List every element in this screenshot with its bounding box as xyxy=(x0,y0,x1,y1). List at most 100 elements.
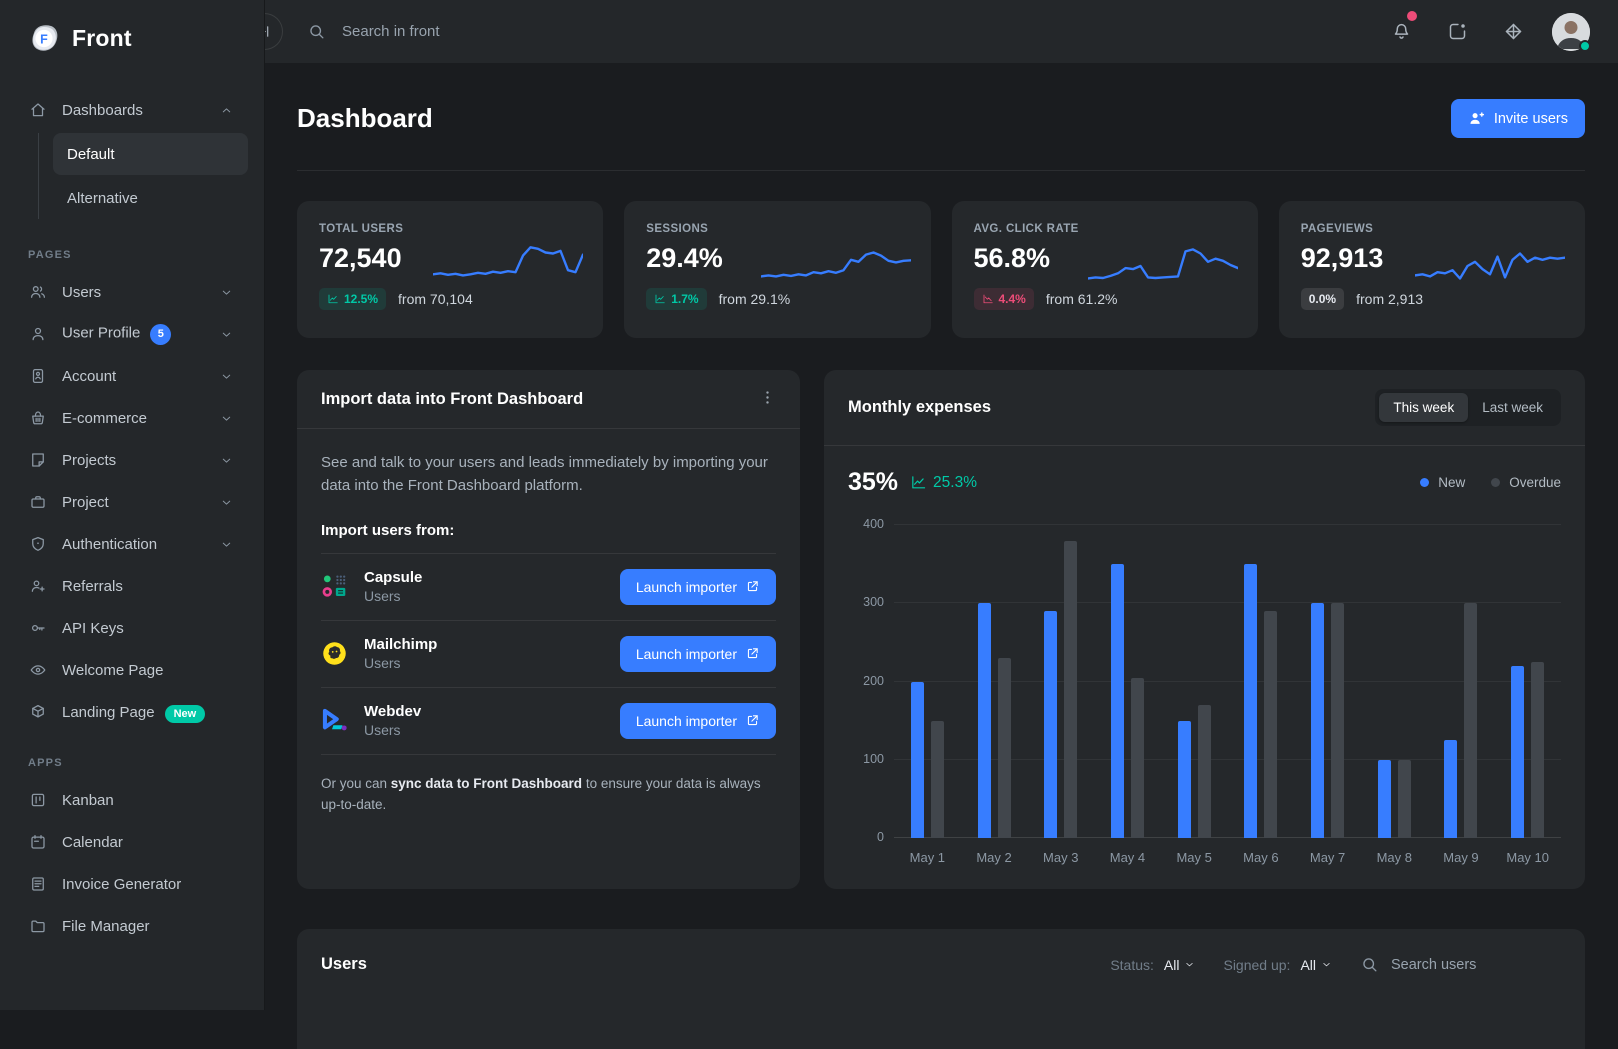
bar-group-may-2 xyxy=(961,525,1028,838)
sidebar-item-label: Account xyxy=(62,367,117,385)
status-filter-dropdown[interactable]: All xyxy=(1164,957,1196,973)
sidebar-item-label: Projects xyxy=(62,451,117,469)
stat-value: 72,540 xyxy=(319,243,402,273)
bar-group-may-5 xyxy=(1161,525,1228,838)
global-search xyxy=(307,22,1384,41)
y-tick-label: 300 xyxy=(863,595,884,610)
bar-overdue xyxy=(1264,611,1278,838)
apps-button[interactable] xyxy=(1496,15,1530,49)
import-footer: Or you can sync data to Front Dashboard … xyxy=(321,775,761,813)
bar-group-may-6 xyxy=(1228,525,1295,838)
tab-last-week[interactable]: Last week xyxy=(1468,393,1557,422)
sidebar-item-label: Project xyxy=(62,493,109,511)
sidebar-item-referrals[interactable]: Referrals xyxy=(16,565,248,607)
sidebar-item-users[interactable]: Users xyxy=(16,271,248,313)
stat-value: 29.4% xyxy=(646,243,723,273)
activity-icon xyxy=(1447,21,1468,42)
status-filter: Status: All xyxy=(1110,957,1195,973)
sidebar-item-project[interactable]: Project xyxy=(16,481,248,523)
invoice-icon xyxy=(28,875,48,893)
bar-new xyxy=(1177,720,1191,838)
main-content: Dashboard Invite users TOTAL USERS 72,540… xyxy=(265,63,1618,1049)
sidebar-item-welcome-page[interactable]: Welcome Page xyxy=(16,649,248,691)
sidebar-item-file-manager[interactable]: File Manager xyxy=(16,905,248,947)
import-data-card: Import data into Front Dashboard See and… xyxy=(297,370,800,889)
sidebar-item-user-profile[interactable]: User Profile 5 xyxy=(16,313,248,355)
bar-group-may-10 xyxy=(1494,525,1561,838)
sidebar-item-e-commerce[interactable]: E-commerce xyxy=(16,397,248,439)
source-type: Users xyxy=(364,655,401,671)
id-card-icon xyxy=(28,367,48,385)
gridline-100: 100 xyxy=(863,752,1561,766)
bar-group-may-1 xyxy=(894,525,961,838)
sidebar-item-invoice-generator[interactable]: Invoice Generator xyxy=(16,863,248,905)
launch-importer-button[interactable]: Launch importer xyxy=(619,568,776,605)
sidebar-item-dashboards[interactable]: Dashboards xyxy=(16,89,248,131)
notifications-button[interactable] xyxy=(1384,10,1418,49)
stat-value: 56.8% xyxy=(973,243,1051,273)
sidebar-item-projects[interactable]: Projects xyxy=(16,439,248,481)
tab-this-week[interactable]: This week xyxy=(1379,393,1469,422)
sparkline-chart xyxy=(432,237,585,300)
card-menu-button[interactable] xyxy=(759,389,776,409)
source-type: Users xyxy=(364,588,401,604)
brand[interactable]: F Front xyxy=(0,0,264,63)
new-badge: New xyxy=(164,704,206,723)
chevron-down-icon xyxy=(216,328,236,341)
sidebar-subitem-alternative[interactable]: Alternative xyxy=(67,189,138,207)
import-card-body: See and talk to your users and leads imm… xyxy=(297,429,800,840)
stat-label: TOTAL USERS xyxy=(319,223,404,235)
bar-new xyxy=(1044,611,1058,838)
chevron-down-icon xyxy=(216,454,236,467)
expenses-delta: 25.3% xyxy=(910,474,977,492)
sidebar-item-label: Landing Page New xyxy=(62,704,236,723)
bell-icon xyxy=(1391,21,1412,42)
sidebar-subitem-default[interactable]: Default xyxy=(53,133,248,175)
launch-importer-button[interactable]: Launch importer xyxy=(619,635,776,672)
chevron-down-icon xyxy=(216,496,236,509)
front-logo-icon: F xyxy=(26,21,62,57)
bar-overdue xyxy=(997,658,1011,838)
external-link-icon xyxy=(745,713,760,728)
import-source-row: Webdev Users Launch importer xyxy=(321,688,776,755)
import-subtitle: Import users from: xyxy=(321,522,776,554)
sidebar-item-label: Welcome Page xyxy=(62,661,164,679)
x-tick-label: May 5 xyxy=(1176,850,1212,865)
sidebar-item-account[interactable]: Account xyxy=(16,355,248,397)
sidebar-item-label: E-commerce xyxy=(62,409,148,427)
external-link-icon xyxy=(745,646,760,661)
legend-item-overdue[interactable]: Overdue xyxy=(1491,475,1561,490)
bar-group-may-4 xyxy=(1094,525,1161,838)
launch-importer-button[interactable]: Launch importer xyxy=(619,702,776,739)
x-tick-label: May 7 xyxy=(1309,850,1346,865)
activity-button[interactable] xyxy=(1440,15,1474,49)
sidebar-item-kanban[interactable]: Kanban xyxy=(16,779,248,821)
signed-up-filter-dropdown[interactable]: All xyxy=(1300,957,1332,973)
mailchimp-logo-icon xyxy=(321,640,348,667)
brand-name: Front xyxy=(72,25,132,51)
user-menu[interactable] xyxy=(1552,12,1591,52)
sidebar-item-api-keys[interactable]: API Keys xyxy=(16,607,248,649)
y-tick-label: 400 xyxy=(863,517,884,531)
stat-footer: 0.0% from 2,913 xyxy=(1300,288,1563,310)
x-tick-label: May 2 xyxy=(976,850,1012,865)
sidebar-item-authentication[interactable]: Authentication xyxy=(16,523,248,565)
invite-users-button[interactable]: Invite users xyxy=(1450,99,1585,138)
search-icon xyxy=(307,22,326,41)
monthly-expenses-card: Monthly expenses This week Last week 35% … xyxy=(824,370,1585,889)
search-input[interactable] xyxy=(342,23,762,40)
basket-icon xyxy=(28,409,48,427)
users-search-input[interactable] xyxy=(1391,956,1561,973)
sidebar-item-calendar[interactable]: Calendar xyxy=(16,821,248,863)
sidebar-item-label: Kanban xyxy=(62,791,114,809)
page-header: Dashboard Invite users xyxy=(297,99,1585,138)
bar-overdue xyxy=(1331,603,1345,838)
bar-overdue xyxy=(930,720,944,838)
legend-item-new[interactable]: New xyxy=(1420,475,1465,490)
dashboards-subnav: Default Alternative xyxy=(38,133,248,219)
sidebar-item-landing-page[interactable]: Landing Page New xyxy=(16,691,248,733)
sidebar-item-label: Referrals xyxy=(62,577,123,595)
expenses-value: 35% xyxy=(848,468,899,496)
sparkline-chart xyxy=(1086,237,1239,300)
